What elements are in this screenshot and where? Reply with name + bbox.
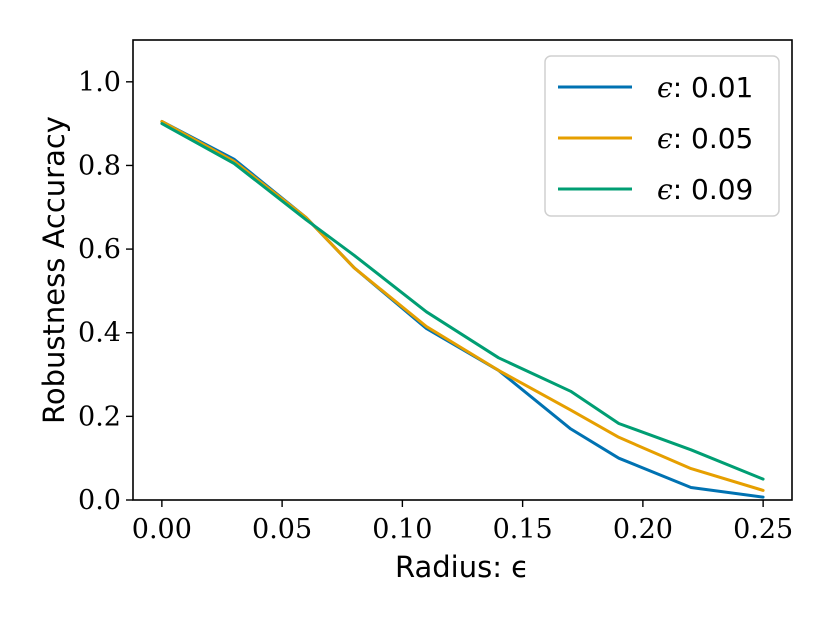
- x-axis-title: Radius: ϵ: [395, 550, 529, 584]
- x-tick-label: 0.10: [372, 514, 432, 545]
- x-tick-label: 0.25: [733, 514, 793, 545]
- legend-label-3: ϵ: 0.09: [657, 173, 753, 206]
- y-tick-label: 0.4: [78, 318, 121, 349]
- plot-frame: [132, 39, 793, 501]
- legend-label-1: ϵ: 0.01: [657, 71, 753, 104]
- x-axis: 0.00 0.05 0.10 0.15 0.20 0.25: [132, 500, 793, 545]
- y-tick-label: 0.8: [78, 150, 121, 181]
- x-tick-label: 0.00: [132, 514, 192, 545]
- x-tick-label: 0.20: [613, 514, 673, 545]
- legend-box: [544, 55, 780, 217]
- y-tick-label: 0.6: [78, 234, 121, 265]
- y-tick-label: 0.2: [78, 401, 121, 432]
- y-axis-title: Robustness Accuracy: [37, 116, 71, 424]
- x-tick-label: 0.05: [252, 514, 312, 545]
- series-line-3: [160, 122, 765, 481]
- series-line-2: [160, 120, 765, 492]
- x-tick-label: 0.15: [493, 514, 553, 545]
- series-layer: [160, 120, 765, 499]
- y-tick-label: 0.0: [78, 485, 121, 516]
- legend: ϵ: 0.01 ϵ: 0.05 ϵ: 0.09: [544, 55, 780, 217]
- y-tick-label: 1.0: [78, 67, 121, 98]
- y-axis: 0.0 0.2 0.4 0.6 0.8 1.0: [78, 67, 133, 516]
- legend-label-2: ϵ: 0.05: [657, 122, 753, 155]
